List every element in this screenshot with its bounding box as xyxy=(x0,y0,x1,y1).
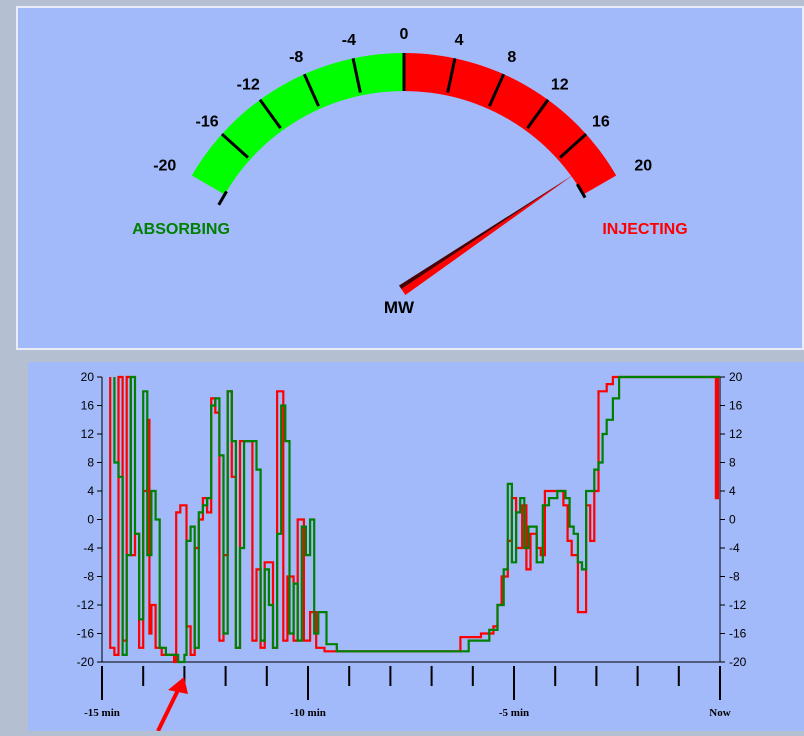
gauge-tick-label: 0 xyxy=(400,26,409,43)
gauge-tick xyxy=(258,98,282,129)
power-gauge: -20 -16 -12 -8 -4 0 4 8 12 16 20 ABSORBING INJECTI… xyxy=(132,26,688,317)
y-tick-label-right: -16 xyxy=(729,627,747,641)
y-tick-label-right: 0 xyxy=(729,513,736,527)
y-tick-label-left: 12 xyxy=(81,427,95,441)
gauge-tick-label: -12 xyxy=(237,77,260,94)
gauge-tick xyxy=(559,132,588,159)
y-tick-label-left: 20 xyxy=(81,370,95,384)
y-tick-label-left: -8 xyxy=(83,570,94,584)
injecting-label: INJECTING xyxy=(602,221,687,238)
y-tick-label-right: 20 xyxy=(729,370,743,384)
y-tick-label-right: -12 xyxy=(729,598,747,612)
y-tick-label-right: 12 xyxy=(729,427,743,441)
y-tick-label-right: 4 xyxy=(729,484,736,498)
x-tick-label: -15 min xyxy=(84,707,120,719)
y-tick-label-left: -4 xyxy=(83,541,94,555)
absorbing-label: ABSORBING xyxy=(132,221,230,238)
y-tick-label-right: -8 xyxy=(729,570,740,584)
series-line-1 xyxy=(109,375,720,664)
y-tick-label-left: 4 xyxy=(87,484,94,498)
gauge-tick-label: 12 xyxy=(551,77,569,94)
needle-shadow xyxy=(398,173,575,290)
y-tick-label-left: -12 xyxy=(77,598,95,612)
gauge-tick-label: -8 xyxy=(289,49,303,66)
y-tick-label-right: -20 xyxy=(729,655,747,669)
gauge-tick xyxy=(446,58,457,93)
gauge-tick-label: -4 xyxy=(342,32,356,49)
injecting-arc xyxy=(404,53,617,195)
gauge-panel: -20 -16 -12 -8 -4 0 4 8 12 16 20 ABSORBING INJECTI… xyxy=(16,6,804,350)
y-tick-label-right: 16 xyxy=(729,399,743,413)
needle-face xyxy=(401,173,575,295)
gauge-tick xyxy=(220,132,249,159)
y-tick-label-left: 0 xyxy=(87,513,94,527)
gauge-tick-label: 4 xyxy=(455,32,464,49)
gauge-tick xyxy=(526,98,550,129)
x-tick-label: Now xyxy=(709,707,730,719)
gauge-tick xyxy=(488,73,506,107)
series-line-2 xyxy=(113,375,720,664)
y-tick-label-right: 8 xyxy=(729,456,736,470)
y-tick-label-left: 8 xyxy=(87,456,94,470)
gauge-tick-label: 8 xyxy=(507,49,516,66)
y-tick-label-left: -20 xyxy=(77,655,95,669)
gauge-tick-label: -20 xyxy=(153,158,176,175)
power-trend-chart: 20 20 16 16 12 12 8 8 4 4 0 0 -4 -4 -8 -8 -12 -12 -16 -16 -2… xyxy=(77,370,747,719)
gauge-tick xyxy=(575,183,587,199)
x-tick-label: -10 min xyxy=(290,707,326,719)
absorbing-arc xyxy=(191,53,404,195)
gauge-tick xyxy=(351,58,362,93)
gauge-tick xyxy=(217,190,228,206)
x-tick-label: -5 min xyxy=(499,707,529,719)
gauge-tick xyxy=(302,73,320,107)
unit-label: MW xyxy=(384,298,415,317)
y-tick-label-left: 16 xyxy=(81,399,95,413)
trend-chart-panel: 20 20 16 16 12 12 8 8 4 4 0 0 -4 -4 -8 -8 -12 -12 -16 -16 -2… xyxy=(28,362,804,731)
gauge-tick-label: 20 xyxy=(634,158,652,175)
gauge-tick-label: -16 xyxy=(196,114,219,131)
y-tick-label-right: -4 xyxy=(729,541,740,555)
gauge-tick-label: 16 xyxy=(592,114,610,131)
y-tick-label-left: -16 xyxy=(77,627,95,641)
